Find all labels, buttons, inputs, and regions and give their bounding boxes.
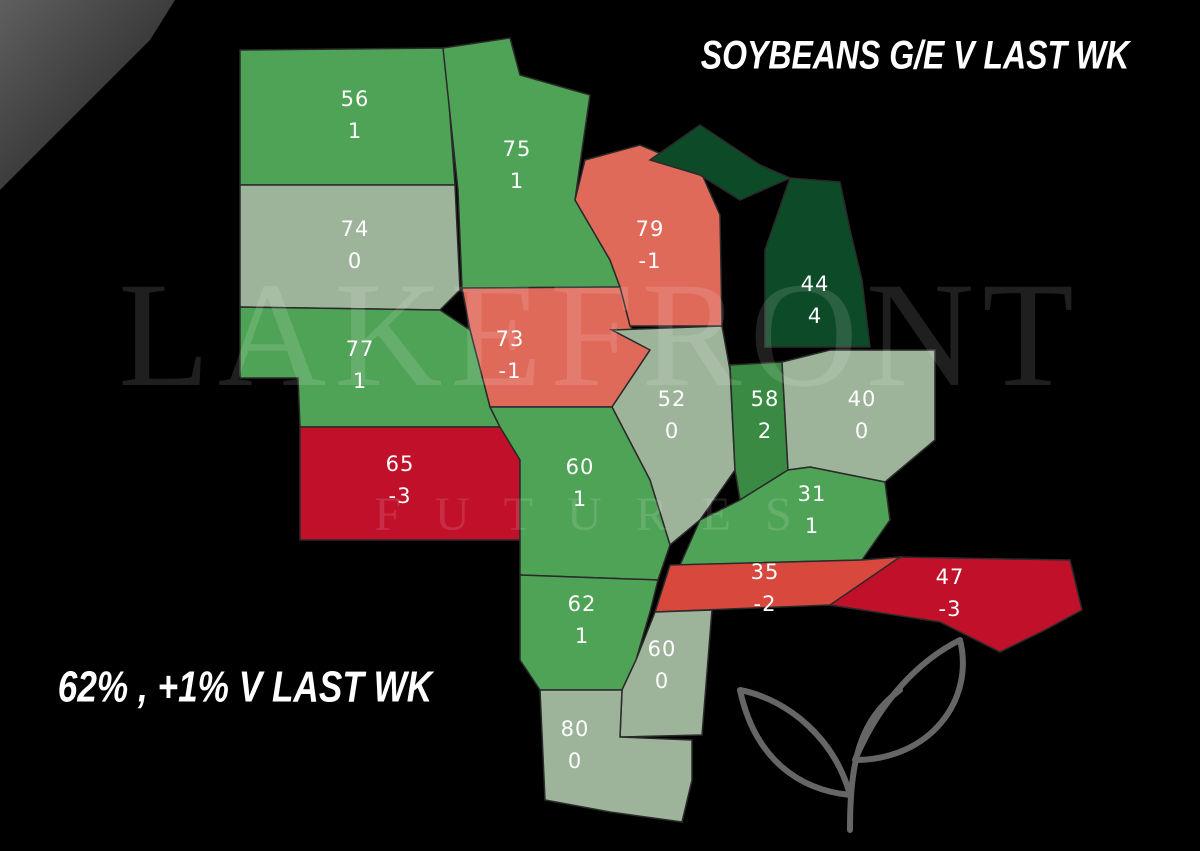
- region-value: 65: [386, 452, 415, 476]
- region-change: 1: [353, 369, 367, 393]
- region: [539, 689, 693, 823]
- region-change: 4: [808, 304, 822, 328]
- region-change: 0: [655, 669, 669, 693]
- region-change: -2: [754, 592, 777, 616]
- map: [239, 37, 1083, 823]
- region-change: 0: [855, 419, 869, 443]
- region-change: 1: [805, 514, 819, 538]
- region: [764, 177, 871, 348]
- region: [239, 184, 461, 311]
- region-value: 52: [658, 387, 687, 411]
- region-change: 1: [573, 487, 587, 511]
- region-value: 60: [566, 455, 595, 479]
- watermark-brand: LAKEFRONT: [118, 252, 1082, 418]
- region: [609, 325, 736, 547]
- region: [239, 47, 456, 186]
- region-change: 1: [510, 169, 524, 193]
- summary: 62% , +1% V LAST WK: [58, 663, 435, 712]
- region-value: 47: [936, 565, 965, 589]
- region-value: 80: [561, 717, 590, 741]
- watermark-tagline: FUTURES: [374, 488, 825, 541]
- region: [828, 556, 1083, 653]
- region-change: -3: [939, 597, 962, 621]
- region: [648, 124, 792, 201]
- region-value: 58: [751, 387, 780, 411]
- region-value: 56: [341, 87, 370, 111]
- region-change: 1: [575, 624, 589, 648]
- region-value: 77: [346, 337, 375, 361]
- region-change: -1: [499, 359, 522, 383]
- brush-stroke: [0, 0, 175, 190]
- region-value: 31: [798, 482, 827, 506]
- region-value: 44: [801, 272, 830, 296]
- region-value: 62: [568, 592, 597, 616]
- region-value: 35: [751, 560, 780, 584]
- region-value: 74: [341, 217, 370, 241]
- title: SOYBEANS G/E V LAST WK: [701, 32, 1132, 77]
- region-value: 40: [848, 387, 877, 411]
- region-value: 75: [503, 137, 532, 161]
- region-change: -1: [639, 249, 662, 273]
- region-value: 79: [636, 217, 665, 241]
- region-change: 0: [348, 249, 362, 273]
- region-change: 0: [568, 749, 582, 773]
- region-change: 1: [348, 119, 362, 143]
- region-value: 73: [496, 327, 525, 351]
- leaf-icon: [737, 637, 966, 833]
- region-change: -3: [389, 484, 412, 508]
- region-change: 2: [758, 419, 772, 443]
- region-change: 0: [665, 419, 679, 443]
- region-value: 60: [648, 637, 677, 661]
